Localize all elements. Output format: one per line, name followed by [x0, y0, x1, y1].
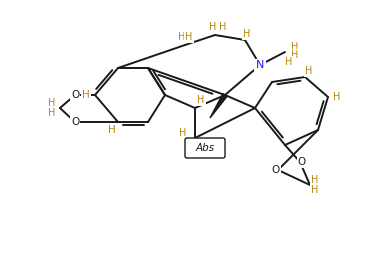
Text: H: H	[179, 128, 187, 138]
Text: H: H	[219, 22, 227, 32]
Text: H: H	[178, 32, 186, 42]
Text: H: H	[48, 98, 56, 108]
Text: H: H	[199, 145, 207, 155]
Text: H: H	[291, 50, 299, 60]
Text: H: H	[285, 57, 293, 67]
Text: H: H	[186, 145, 194, 155]
Text: O: O	[71, 117, 79, 127]
Text: H: H	[243, 29, 251, 39]
Text: H: H	[197, 95, 205, 105]
Text: N: N	[256, 60, 264, 70]
Text: H: H	[311, 175, 319, 185]
Text: H: H	[185, 32, 193, 42]
FancyBboxPatch shape	[185, 138, 225, 158]
Text: H: H	[311, 185, 319, 195]
Text: H: H	[82, 90, 90, 100]
Polygon shape	[210, 94, 227, 118]
Text: H: H	[333, 92, 341, 102]
Text: H: H	[209, 22, 217, 32]
Text: O: O	[71, 90, 79, 100]
Text: H: H	[291, 42, 299, 52]
Text: Abs: Abs	[195, 143, 215, 153]
Text: H: H	[108, 125, 116, 135]
Text: H: H	[48, 108, 56, 118]
Text: O: O	[298, 157, 306, 167]
Text: O: O	[272, 165, 280, 175]
Text: H: H	[305, 66, 313, 76]
